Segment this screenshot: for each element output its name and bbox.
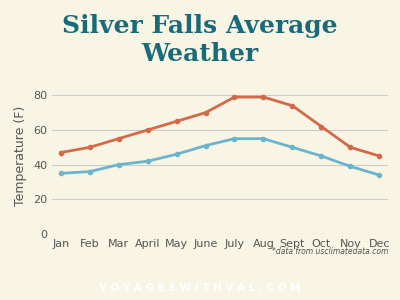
Text: V O Y A G E S W I T H V A L . C O M: V O Y A G E S W I T H V A L . C O M [99, 283, 301, 293]
Text: Silver Falls Average
Weather: Silver Falls Average Weather [62, 14, 338, 66]
Y-axis label: Temperature (F): Temperature (F) [14, 106, 28, 206]
Text: *data from usclimatedata.com: *data from usclimatedata.com [272, 248, 388, 256]
